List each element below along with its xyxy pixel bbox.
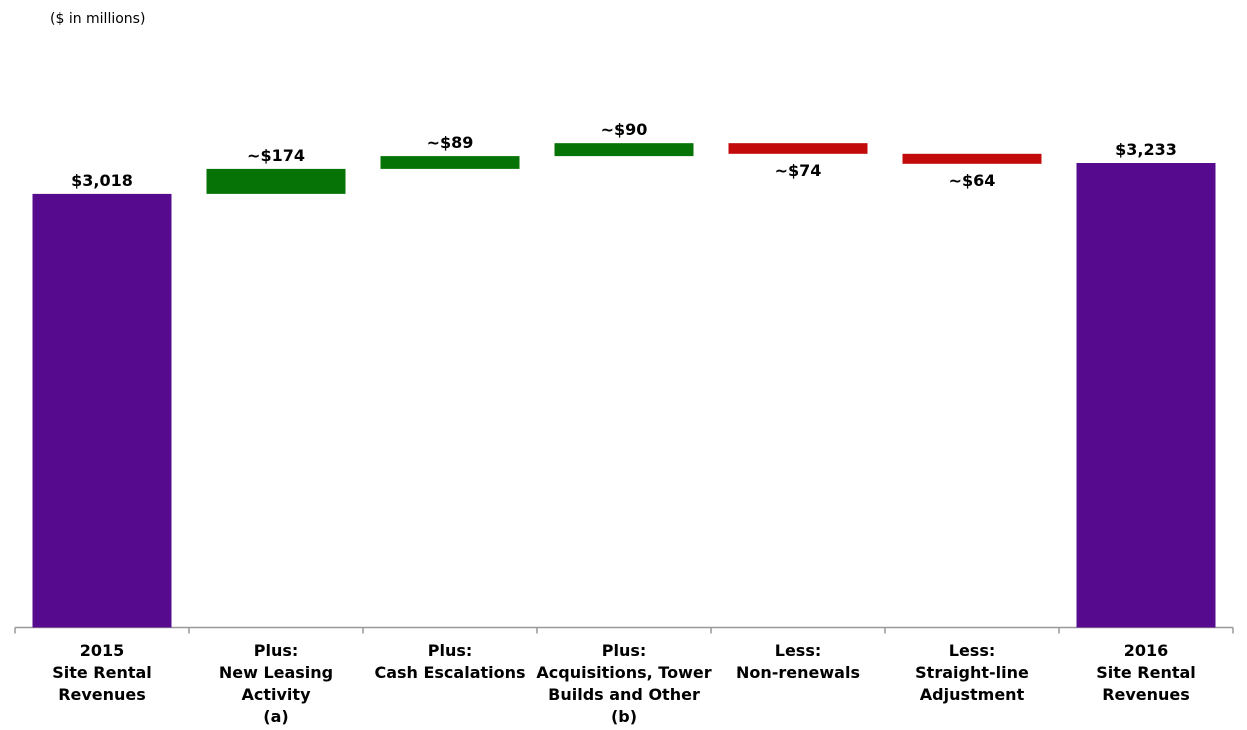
category-label-2-line-1: Cash Escalations xyxy=(374,663,525,682)
bar-2 xyxy=(380,156,520,169)
value-label-6: $3,233 xyxy=(1115,140,1177,159)
category-label-6-line-1: Site Rental xyxy=(1096,663,1196,682)
units-note: ($ in millions) xyxy=(50,11,146,27)
category-label-1-line-1: New Leasing xyxy=(219,663,333,682)
category-label-6-line-2: Revenues xyxy=(1102,685,1190,704)
bar-5 xyxy=(902,153,1042,164)
bar-6 xyxy=(1076,163,1216,628)
category-label-3-line-3: (b) xyxy=(611,707,637,726)
category-label-2-line-0: Plus: xyxy=(428,641,473,660)
category-label-1-line-3: (a) xyxy=(263,707,288,726)
category-label-3-line-1: Acquisitions, Tower xyxy=(536,663,711,682)
category-label-3-line-0: Plus: xyxy=(602,641,647,660)
value-label-3: ~$90 xyxy=(601,120,648,139)
category-label-4-line-0: Less: xyxy=(775,641,822,660)
value-label-5: ~$64 xyxy=(949,171,996,190)
bar-0 xyxy=(32,193,172,628)
bar-4 xyxy=(728,143,868,154)
category-label-4-line-1: Non-renewals xyxy=(736,663,860,682)
category-label-6-line-0: 2016 xyxy=(1124,641,1169,660)
category-label-5-line-2: Adjustment xyxy=(920,685,1025,704)
category-label-5-line-0: Less: xyxy=(949,641,996,660)
category-label-1-line-0: Plus: xyxy=(254,641,299,660)
bar-3 xyxy=(554,143,694,157)
category-label-5-line-1: Straight-line xyxy=(915,663,1029,682)
category-label-0-line-1: Site Rental xyxy=(52,663,152,682)
category-label-3-line-2: Builds and Other xyxy=(548,685,700,704)
category-label-0-line-2: Revenues xyxy=(58,685,146,704)
value-label-1: ~$174 xyxy=(247,146,305,165)
category-label-1-line-2: Activity xyxy=(242,685,312,704)
value-label-0: $3,018 xyxy=(71,171,133,190)
bar-1 xyxy=(206,168,346,194)
category-label-0-line-0: 2015 xyxy=(80,641,125,660)
value-label-4: ~$74 xyxy=(775,161,822,180)
value-label-2: ~$89 xyxy=(427,133,474,152)
